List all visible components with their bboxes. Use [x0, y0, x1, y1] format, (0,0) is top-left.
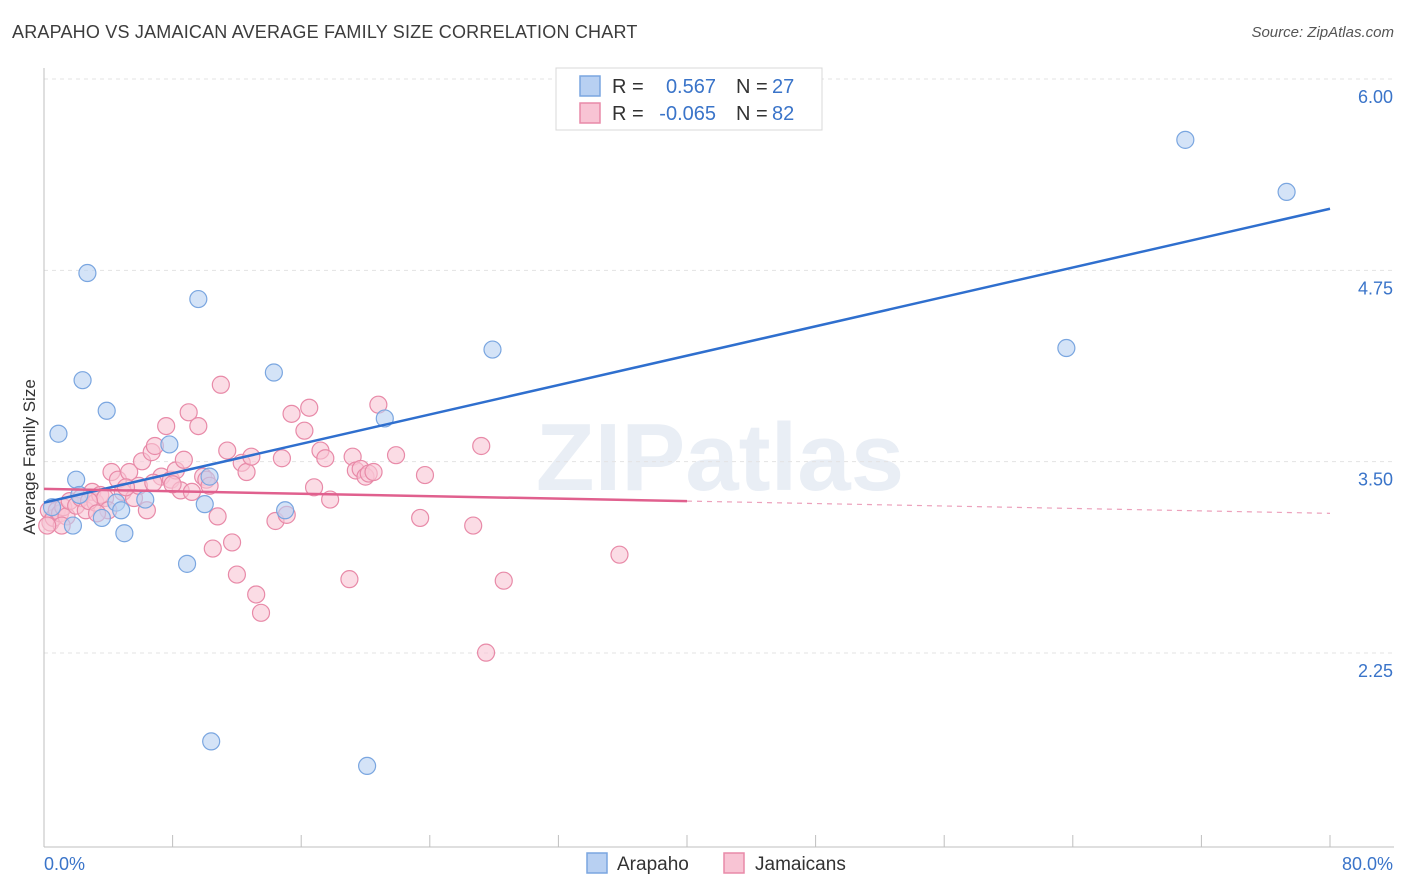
jamaican-point-42 [227, 565, 246, 584]
legend-r-value-arapaho: 0.567 [666, 76, 716, 98]
jamaican-point-72 [494, 571, 513, 590]
legend-n-value-arapaho: 27 [772, 76, 794, 98]
gridlines [44, 78, 1394, 654]
y-axis-title: Average Family Size [20, 379, 39, 535]
jamaican-point-37 [203, 539, 222, 558]
jamaican-point-73 [610, 545, 629, 564]
jamaican-point-49 [272, 449, 292, 468]
y-tick-labels: 2.25 3.50 4.75 6.00 [1358, 87, 1393, 681]
arapaho-point-25 [1176, 130, 1195, 149]
y-tick-label-3: 6.00 [1358, 87, 1393, 107]
bottom-legend-label-jamaican: Jamaicans [755, 854, 846, 875]
legend-swatch-arapaho [579, 75, 601, 97]
jamaican-point-33 [189, 416, 208, 436]
jamaican-point-78 [163, 475, 182, 494]
jamaican-point-58 [340, 570, 359, 589]
y-tick-label-1: 3.50 [1358, 470, 1393, 490]
arapaho-point-17 [200, 467, 219, 486]
source-label: Source: ZipAtlas.com [1251, 24, 1394, 41]
jamaican-trend-line-extrapolated [686, 500, 1331, 514]
correlation-legend: R = 0.567 N = 27 R = -0.065 N = 82 [555, 67, 823, 131]
series-legend: Arapaho Jamaicans [586, 852, 846, 875]
jamaican-point-51 [282, 404, 301, 423]
y-tick-label-2: 4.75 [1358, 278, 1393, 298]
jamaican-point-71 [476, 643, 496, 662]
arapaho-point-3 [67, 470, 86, 489]
jamaican-point-39 [211, 375, 230, 394]
jamaican-point-31 [179, 403, 198, 422]
bottom-legend-swatch-arapaho [586, 852, 608, 874]
jamaican-point-54 [304, 478, 324, 497]
jamaican-point-64 [364, 462, 383, 482]
jamaican-point-47 [251, 603, 271, 622]
arapaho-point-6 [78, 263, 97, 283]
arapaho-point-23 [483, 340, 502, 359]
bottom-legend-swatch-jamaican [723, 852, 745, 874]
jamaican-point-44 [237, 462, 256, 482]
jamaican-point-40 [218, 441, 237, 460]
jamaican-trend-line [43, 487, 688, 503]
arapaho-point-2 [63, 516, 83, 535]
legend-swatch-jamaican [579, 102, 601, 124]
arapaho-point-7 [92, 508, 111, 528]
legend-n-value-jamaican: 82 [772, 103, 794, 125]
jamaican-point-81 [38, 516, 57, 535]
arapaho-trend-line [43, 207, 1331, 504]
jamaican-point-38 [208, 507, 227, 526]
x-tick-label-end: 80.0% [1342, 854, 1393, 874]
arapaho-point-5 [73, 371, 92, 390]
jamaican-point-41 [222, 533, 242, 552]
arapaho-points [42, 130, 1296, 776]
arapaho-point-16 [195, 495, 214, 514]
jamaican-point-56 [316, 449, 335, 468]
arapaho-point-20 [276, 501, 295, 520]
legend-n-label-arapaho: N = [736, 76, 768, 98]
arapaho-point-24 [1057, 338, 1076, 358]
arapaho-point-11 [115, 524, 134, 543]
legend-n-label-jamaican: N = [736, 103, 768, 125]
jamaican-point-70 [472, 436, 491, 456]
jamaican-point-52 [295, 421, 314, 440]
watermark: ZIPatlas [536, 404, 904, 511]
arapaho-point-1 [49, 424, 68, 443]
arapaho-point-8 [97, 401, 116, 420]
arapaho-point-12 [136, 490, 155, 509]
jamaican-point-67 [411, 508, 430, 528]
jamaican-point-46 [247, 585, 266, 604]
arapaho-point-15 [189, 289, 208, 309]
legend-r-label-jamaican: R = [612, 103, 644, 125]
legend-r-value-jamaican: -0.065 [659, 103, 716, 125]
x-tick-label-start: 0.0% [44, 854, 85, 874]
jamaican-point-68 [415, 465, 435, 485]
arapaho-point-10 [112, 501, 131, 520]
jamaican-point-30 [174, 450, 193, 469]
arapaho-point-13 [160, 435, 179, 454]
jamaican-point-69 [464, 516, 483, 535]
y-tick-label-0: 2.25 [1358, 661, 1393, 681]
arapaho-point-26 [1277, 182, 1296, 202]
legend-r-label-arapaho: R = [612, 76, 644, 98]
x-ticks [43, 835, 1331, 847]
jamaican-point-26 [157, 416, 176, 436]
arapaho-point-18 [202, 732, 221, 751]
arapaho-point-19 [264, 363, 283, 382]
arapaho-point-14 [177, 554, 197, 573]
jamaican-point-66 [386, 446, 406, 465]
chart-title: ARAPAHO VS JAMAICAN AVERAGE FAMILY SIZE … [12, 22, 638, 42]
bottom-legend-label-arapaho: Arapaho [617, 854, 689, 875]
trend-lines [43, 207, 1331, 514]
arapaho-point-21 [358, 756, 377, 776]
jamaican-point-53 [300, 398, 319, 417]
